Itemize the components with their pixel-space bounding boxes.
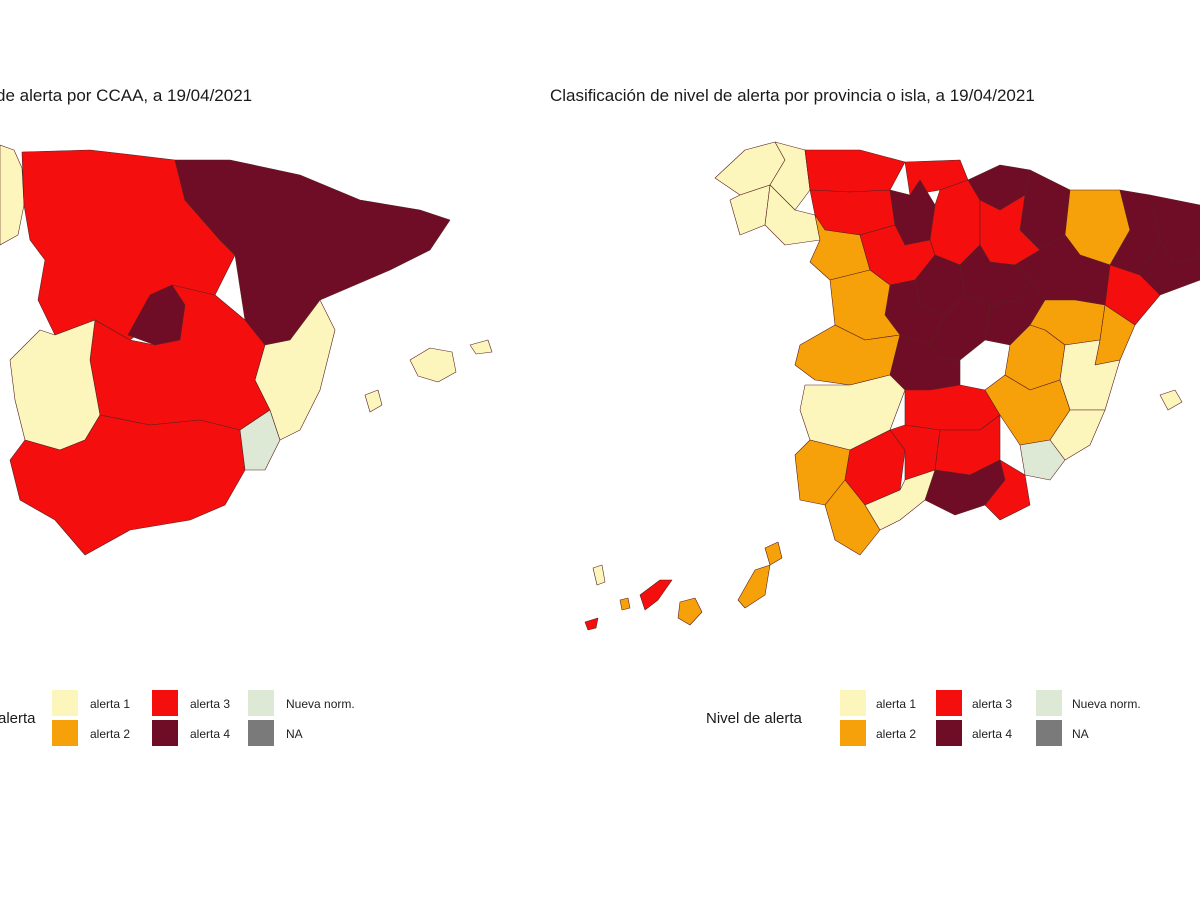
province-la-palma: [592, 564, 606, 586]
right-legend-label-na: NA: [1072, 727, 1089, 741]
right-legend-title: Nivel de alerta: [706, 710, 802, 727]
province-almeria: [984, 459, 1031, 521]
right-legend-swatch-a2: [840, 720, 866, 746]
right-map: [584, 141, 1200, 631]
right-legend-label-a4: alerta 4: [972, 727, 1013, 741]
left-legend-label-nn: Nueva norm.: [286, 697, 355, 711]
province-murcia: [1019, 439, 1066, 481]
left-map-title: de alerta por CCAA, a 19/04/2021: [0, 86, 253, 105]
province-alicante: [1049, 409, 1106, 461]
province-mallorca: [1159, 389, 1183, 411]
left-legend-title: alerta: [0, 710, 36, 727]
region-murcia: [239, 409, 281, 471]
right-map-title: Clasificación de nivel de alerta por pro…: [550, 86, 1035, 105]
province-asturias: [804, 149, 906, 193]
right-map-panel: Clasificación de nivel de alerta por pro…: [550, 0, 1200, 900]
left-map-panel: de alerta por CCAA, a 19/04/2021: [0, 0, 560, 900]
right-legend-label-a3: alerta 3: [972, 697, 1013, 711]
province-tenerife: [639, 579, 673, 611]
province-la-gomera: [619, 597, 631, 611]
region-extremadura: [9, 319, 101, 451]
left-legend-swatch-na: [248, 720, 274, 746]
left-legend-swatch-a3: [152, 690, 178, 716]
province-malaga: [864, 469, 936, 531]
right-legend-label-nn: Nueva norm.: [1072, 697, 1141, 711]
region-mallorca: [409, 347, 457, 383]
left-legend-label-a4: alerta 4: [190, 727, 231, 741]
right-legend-swatch-nn: [1036, 690, 1062, 716]
left-legend-label-a1: alerta 1: [90, 697, 131, 711]
left-legend-swatch-a4: [152, 720, 178, 746]
province-gran-canaria: [677, 597, 703, 626]
left-legend-swatch-a2: [52, 720, 78, 746]
right-legend-swatch-a3: [936, 690, 962, 716]
region-valencia: [254, 299, 336, 441]
region-galicia: [0, 144, 25, 246]
left-legend-swatch-a1: [52, 690, 78, 716]
left-legend-label-a3: alerta 3: [190, 697, 231, 711]
province-el-hierro: [584, 617, 599, 631]
right-legend-label-a1: alerta 1: [876, 697, 917, 711]
province-lanzarote: [764, 541, 783, 566]
region-ibiza: [364, 389, 383, 413]
left-map: [0, 144, 493, 556]
right-legend-label-a2: alerta 2: [876, 727, 917, 741]
right-legend-swatch-a1: [840, 690, 866, 716]
left-legend-label-a2: alerta 2: [90, 727, 131, 741]
left-legend-label-na: NA: [286, 727, 303, 741]
right-legend-swatch-na: [1036, 720, 1062, 746]
left-legend-swatch-nn: [248, 690, 274, 716]
region-northeast: [174, 159, 451, 346]
right-legend-swatch-a4: [936, 720, 962, 746]
region-menorca: [469, 339, 493, 355]
province-fuerteventura: [737, 564, 771, 609]
